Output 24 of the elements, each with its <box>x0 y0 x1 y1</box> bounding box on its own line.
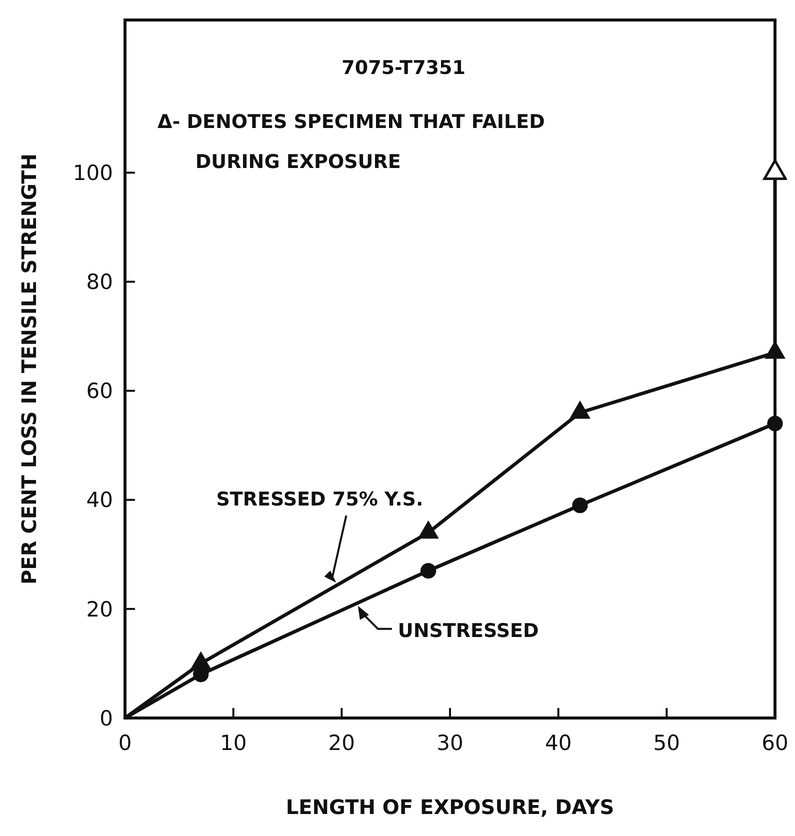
annotation: Δ- DENOTES SPECIMEN THAT FAILED <box>158 111 545 133</box>
series-label: STRESSED 75% Y.S. <box>216 488 424 511</box>
point <box>763 159 787 180</box>
x-tick-label: 40 <box>544 731 572 755</box>
x-tick-label: 20 <box>328 731 356 755</box>
y-tick-label: 80 <box>86 270 113 294</box>
x-axis-title: LENGTH OF EXPOSURE, DAYS <box>286 795 614 819</box>
point <box>572 498 588 514</box>
annotation: DURING EXPOSURE <box>195 151 401 173</box>
y-axis-title: PER CENT LOSS IN TENSILE STRENGTH <box>17 154 41 584</box>
x-tick-label: 0 <box>118 731 132 755</box>
point <box>767 416 783 432</box>
y-tick-label: 40 <box>86 488 113 512</box>
y-tick-label: 20 <box>86 597 113 622</box>
y-tick-label: 0 <box>100 706 113 730</box>
y-tick-label: 100 <box>72 161 113 186</box>
y-tick-label: 60 <box>86 379 113 404</box>
x-tick-label: 60 <box>762 731 788 755</box>
x-tick-label: 50 <box>653 731 680 755</box>
x-tick-label: 10 <box>220 731 247 755</box>
point <box>420 562 436 579</box>
text: 7075-T7351 <box>342 57 466 79</box>
legend-label: UNSTRESSED <box>398 620 539 642</box>
x-tick-label: 30 <box>436 731 464 755</box>
